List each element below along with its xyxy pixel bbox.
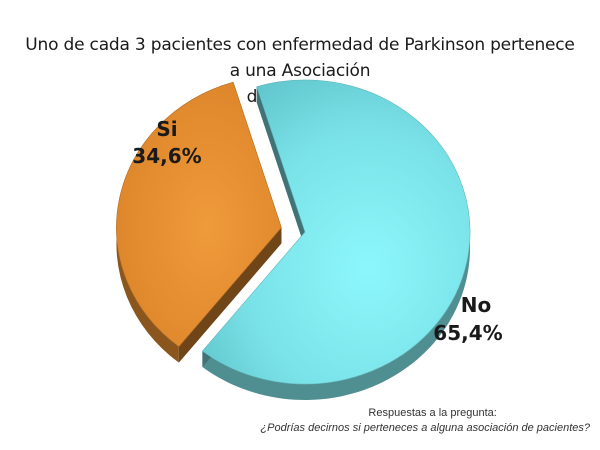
slice-name-si: Si [156,117,177,141]
slice-value-no: 65,4% [433,321,502,345]
pie-slices [116,79,471,400]
slice-si [116,81,282,347]
footnote: Respuestas a la pregunta: ¿Podrías decir… [260,406,590,436]
slice-edge-si-0 [178,227,282,363]
footnote-heading: Respuestas a la pregunta: [368,407,497,419]
slice-edge-no-0 [256,86,305,248]
slice-no [201,79,471,385]
chart-title-line-1: Uno de cada 3 pacientes con enfermedad d… [25,35,575,81]
slice-name-no: No [461,293,491,317]
slice-value-si: 34,6% [132,144,201,168]
footnote-question: ¿Podrías decirnos si perteneces a alguna… [260,422,590,434]
slice-side-no [202,80,471,400]
